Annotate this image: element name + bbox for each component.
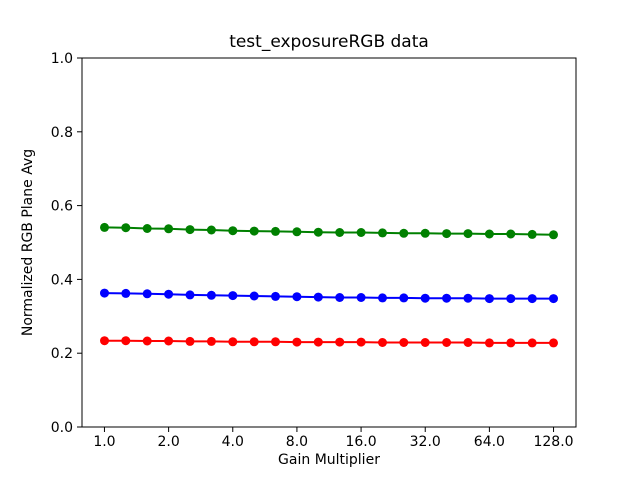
series-marker-blue-plane [249,291,259,301]
series-marker-blue-plane [463,293,473,303]
y-axis-label: Normalized RGB Plane Avg [20,149,36,336]
series-marker-blue-plane [206,290,216,300]
series-marker-green-plane [527,229,537,239]
x-tick-label: 32.0 [410,434,441,450]
series-marker-red-plane [271,337,280,347]
series-marker-red-plane [313,337,323,347]
series-marker-green-plane [420,228,430,238]
series-marker-red-plane [142,336,152,346]
x-tick-label: 2.0 [157,434,179,450]
series-marker-green-plane [549,230,558,240]
x-tick-label: 4.0 [222,434,244,450]
series-marker-green-plane [100,222,109,232]
series-marker-blue-plane [292,292,302,302]
series-marker-red-plane [399,338,409,347]
series-marker-green-plane [121,223,131,233]
series-line-red-plane [104,339,554,344]
series-marker-red-plane [100,336,109,346]
x-tick-label: 128.0 [533,434,573,450]
series-marker-red-plane [442,338,452,347]
series-marker-red-plane [420,338,430,347]
series-marker-green-plane [463,229,473,239]
series-marker-green-plane [335,228,345,237]
series-marker-blue-plane [121,288,131,298]
series-marker-blue-plane [142,289,152,299]
series-marker-green-plane [249,226,259,236]
y-tick-label: 0.6 [51,199,73,215]
series-marker-blue-plane [335,293,345,302]
series-line-green-plane [104,226,554,236]
series-marker-red-plane [463,338,473,347]
series-marker-red-plane [549,338,558,348]
series-marker-green-plane [378,228,387,238]
y-tick-label: 0.4 [51,272,73,288]
plot-area: 1.0 2.0 4.0 8.0 16.0 32.0 64.0 128.0 0.0 0.2 0.4 0.… [51,51,577,450]
series-marker-blue-plane [549,294,558,304]
series-marker-blue-plane [164,289,174,299]
series-marker-green-plane [313,227,323,237]
series-marker-blue-plane [271,291,280,301]
series-marker-blue-plane [228,291,238,301]
series-marker-green-plane [164,224,174,234]
series-marker-red-plane [335,337,345,347]
series-marker-blue-plane [100,288,109,298]
x-tick-label: 1.0 [93,434,115,450]
y-tick-label: 0.0 [51,420,73,436]
series-marker-blue-plane [484,294,494,304]
series-marker-blue-plane [399,293,409,303]
series-marker-green-plane [399,228,409,238]
axes-spines [81,57,577,428]
x-tick-label: 64.0 [474,434,505,450]
series-marker-blue-plane [313,292,323,302]
series-marker-blue-plane [420,293,430,303]
series-marker-blue-plane [506,294,516,304]
series-line-blue-plane [104,292,554,300]
series-marker-green-plane [356,228,366,237]
series-marker-red-plane [164,336,174,346]
series-marker-green-plane [506,229,516,239]
series-marker-green-plane [142,224,152,233]
series-marker-red-plane [506,338,516,348]
series-marker-red-plane [527,338,537,348]
series-marker-green-plane [185,225,195,235]
series-marker-red-plane [228,337,238,347]
series-marker-red-plane [484,338,494,348]
series-marker-green-plane [484,229,494,239]
y-tick-label: 0.2 [51,346,73,362]
series-marker-green-plane [442,229,452,239]
series-marker-green-plane [292,227,302,237]
x-tick-label: 8.0 [286,434,308,450]
series-marker-red-plane [206,336,216,346]
x-axis-label: Gain Multiplier [278,452,380,468]
series-marker-red-plane [378,338,387,347]
series-marker-red-plane [356,337,366,347]
x-tick-label: 16.0 [345,434,376,450]
series-marker-red-plane [121,336,131,346]
series-marker-red-plane [185,336,195,346]
y-tick-label: 0.8 [51,125,73,141]
series-marker-blue-plane [378,293,387,303]
series-marker-green-plane [228,226,238,236]
series-marker-green-plane [206,225,216,235]
series-marker-blue-plane [185,290,195,300]
y-tick-label: 1.0 [51,51,73,67]
series-marker-blue-plane [442,293,452,303]
series-marker-red-plane [292,337,302,347]
series-marker-green-plane [271,226,280,236]
series-marker-blue-plane [527,294,537,304]
series-marker-red-plane [249,337,259,347]
series-marker-blue-plane [356,293,366,302]
chart-title: test_exposureRGB data [229,32,429,52]
